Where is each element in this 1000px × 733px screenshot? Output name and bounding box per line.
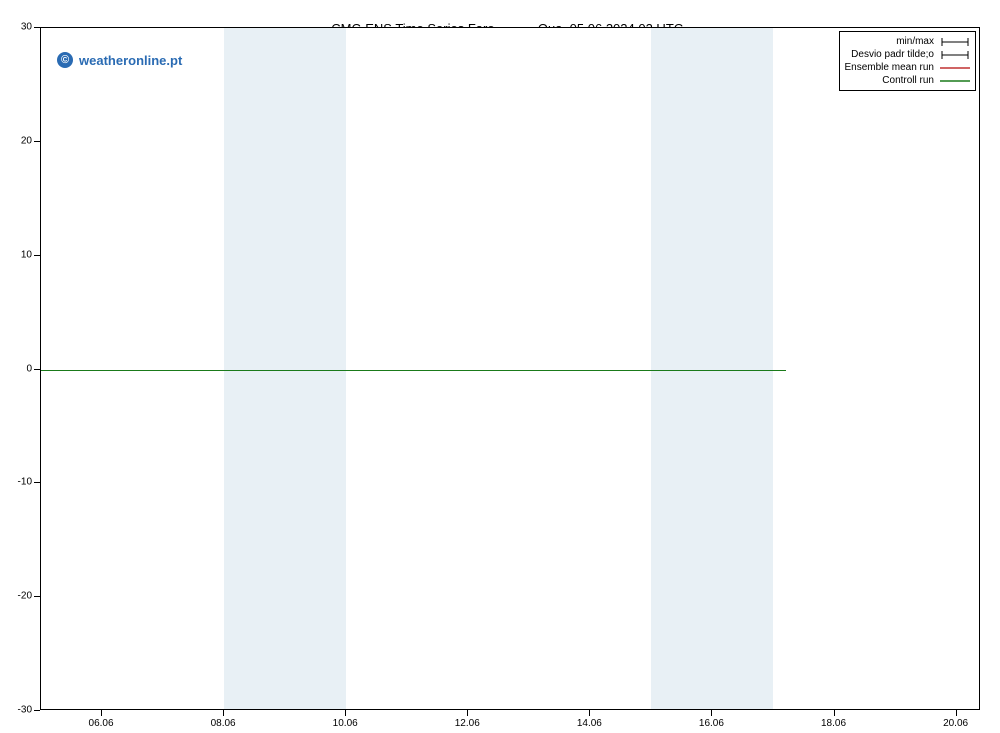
x-tick-label: 12.06	[455, 718, 480, 729]
x-tick-mark	[345, 710, 346, 716]
watermark-text: weatheronline.pt	[79, 53, 182, 68]
x-tick-mark	[467, 710, 468, 716]
legend-label: Desvio padr tilde;o	[851, 48, 934, 61]
plot-area: © weatheronline.pt min/maxDesvio padr ti…	[40, 27, 980, 710]
y-tick-mark	[34, 27, 40, 28]
y-tick-mark	[34, 596, 40, 597]
legend-swatch	[940, 50, 970, 60]
y-tick-label: -30	[18, 705, 32, 716]
x-tick-mark	[711, 710, 712, 716]
y-tick-label: 30	[21, 22, 32, 33]
y-tick-mark	[34, 255, 40, 256]
x-tick-label: 10.06	[333, 718, 358, 729]
legend-row: Controll run	[845, 74, 971, 87]
x-tick-label: 14.06	[577, 718, 602, 729]
x-tick-label: 06.06	[89, 718, 114, 729]
legend: min/maxDesvio padr tilde;oEnsemble mean …	[839, 31, 977, 91]
legend-row: Ensemble mean run	[845, 61, 971, 74]
legend-label: Ensemble mean run	[845, 61, 935, 74]
chart-container: CMC-ENS Time Series Faro Qua. 05.06.2024…	[0, 0, 1000, 733]
copyright-icon: ©	[57, 52, 73, 68]
x-tick-label: 16.06	[699, 718, 724, 729]
x-tick-mark	[589, 710, 590, 716]
legend-label: min/max	[896, 35, 934, 48]
y-tick-mark	[34, 482, 40, 483]
legend-swatch	[940, 64, 970, 72]
controll-run-line	[41, 370, 786, 371]
y-tick-mark	[34, 369, 40, 370]
y-tick-label: 10	[21, 249, 32, 260]
x-tick-mark	[956, 710, 957, 716]
y-tick-label: -10	[18, 477, 32, 488]
x-tick-mark	[101, 710, 102, 716]
legend-label: Controll run	[882, 74, 934, 87]
watermark: © weatheronline.pt	[57, 52, 182, 68]
x-tick-label: 18.06	[821, 718, 846, 729]
legend-row: min/max	[845, 35, 971, 48]
legend-row: Desvio padr tilde;o	[845, 48, 971, 61]
x-tick-label: 08.06	[211, 718, 236, 729]
legend-swatch	[940, 77, 970, 85]
legend-swatch	[940, 37, 970, 47]
x-tick-mark	[223, 710, 224, 716]
y-tick-mark	[34, 710, 40, 711]
weekend-band	[224, 28, 346, 709]
y-tick-label: 0	[26, 363, 32, 374]
y-tick-mark	[34, 141, 40, 142]
y-tick-label: -20	[18, 591, 32, 602]
x-tick-label: 20.06	[943, 718, 968, 729]
y-tick-label: 20	[21, 135, 32, 146]
weekend-band	[651, 28, 773, 709]
x-tick-mark	[834, 710, 835, 716]
